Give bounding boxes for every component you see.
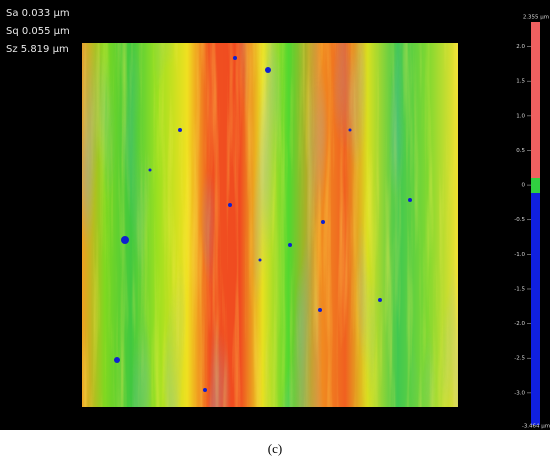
colorbar-tick-label: 1.0 (516, 113, 525, 119)
colorbar-tick-label: -3.0 (514, 390, 525, 396)
stat: Sq 0.055 µm (6, 26, 70, 37)
stat: Sa 0.033 µm (6, 8, 70, 19)
colorbar-tick-label: 1.5 (516, 79, 525, 85)
colorbar-tick-label: -1.0 (514, 252, 525, 258)
colorbar-tick-label: -1.5 (514, 286, 525, 292)
colorbar-tick-label: -2.5 (514, 356, 525, 362)
colorbar-tick-label: -0.5 (514, 217, 525, 223)
colorbar-tick-label: 0 (522, 183, 526, 189)
colorbar-min: -3.464 µm (522, 424, 550, 430)
height-map (82, 43, 458, 407)
stat: Sz 5.819 µm (6, 44, 69, 55)
caption: (c) (268, 441, 282, 456)
colorbar (531, 22, 540, 425)
colorbar-tick-label: 2.0 (516, 44, 525, 50)
colorbar-max: 2.355 µm (523, 15, 549, 21)
colorbar-tick-label: 0.5 (516, 148, 525, 154)
colorbar-tick-label: -2.0 (514, 321, 525, 327)
